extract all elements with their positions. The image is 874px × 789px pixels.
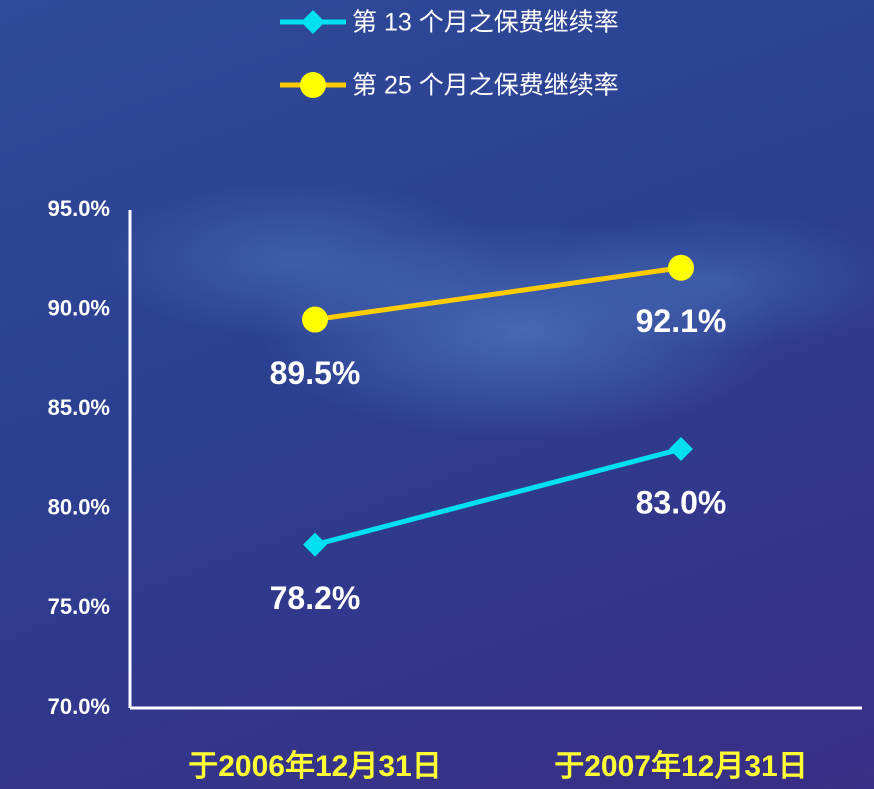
series-line bbox=[314, 265, 682, 323]
y-tick-label: 80.0% bbox=[48, 495, 110, 520]
series-line bbox=[314, 446, 682, 548]
marker bbox=[302, 306, 328, 333]
y-tick-label: 70.0% bbox=[48, 694, 110, 719]
x-tick-label: 于2006年12月31日 bbox=[188, 750, 441, 783]
y-tick-label: 90.0% bbox=[48, 295, 110, 320]
x-tick-label: 于2007年12月31日 bbox=[554, 750, 807, 783]
marker bbox=[303, 532, 327, 557]
legend-marker bbox=[300, 72, 326, 98]
marker bbox=[669, 437, 693, 462]
y-tick-label: 75.0% bbox=[48, 594, 110, 619]
data-label: 92.1% bbox=[636, 303, 727, 339]
data-label: 78.2% bbox=[270, 580, 361, 616]
marker bbox=[668, 254, 694, 281]
legend-label: 第 13 个月之保费继续率 bbox=[352, 9, 619, 37]
data-label: 89.5% bbox=[270, 355, 361, 391]
legend-label: 第 25 个月之保费继续率 bbox=[352, 72, 619, 100]
data-label: 83.0% bbox=[636, 484, 727, 520]
legend-marker bbox=[301, 10, 325, 34]
y-tick-label: 85.0% bbox=[48, 395, 110, 420]
y-tick-label: 95.0% bbox=[48, 196, 110, 221]
